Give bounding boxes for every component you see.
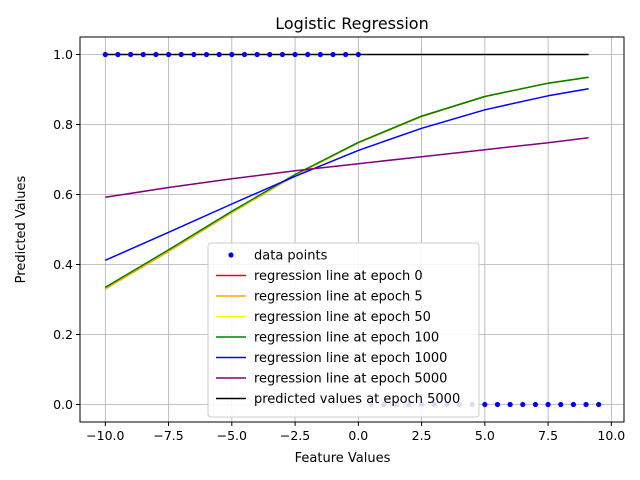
data-point <box>545 401 551 408</box>
series-line-regression-line-at-epoch-5000 <box>105 137 589 199</box>
x-tick-label: −2.5 <box>280 428 310 443</box>
data-point <box>254 51 260 58</box>
x-tick-label: 0.0 <box>348 428 368 443</box>
plot-frame <box>79 36 625 423</box>
legend-label: regression line at epoch 5000 <box>254 372 447 387</box>
data-point <box>558 401 564 408</box>
data-point <box>203 51 210 58</box>
x-tick-label: −10.0 <box>86 428 124 443</box>
data-point <box>229 51 235 58</box>
data-point <box>115 51 121 58</box>
legend-label: data points <box>254 249 328 264</box>
x-tick-label: 10.0 <box>597 428 625 443</box>
legend-label: regression line at epoch 1000 <box>254 351 447 366</box>
legend-label: predicted values at epoch 5000 <box>254 392 460 407</box>
data-point <box>583 401 589 408</box>
y-tick-label: 0.8 <box>53 117 73 132</box>
legend-marker <box>228 252 234 258</box>
data-point <box>330 51 336 58</box>
data-point <box>191 51 197 58</box>
legend: data points regression line at epoch 0 reg… <box>207 242 480 418</box>
data-point <box>153 51 159 58</box>
legend-label: regression line at epoch 100 <box>254 331 439 346</box>
data-point <box>482 401 488 408</box>
data-point <box>520 401 526 408</box>
y-tick-label: 0.4 <box>53 257 73 272</box>
data-point <box>305 51 311 58</box>
data-point <box>343 51 349 58</box>
data-point <box>279 51 286 58</box>
data-point <box>317 51 323 58</box>
x-tick-label: 7.5 <box>538 428 558 443</box>
series-line-regression-line-at-epoch-100 <box>104 76 589 288</box>
legend-label: regression line at epoch 5 <box>254 290 423 305</box>
y-tick-label: 0.2 <box>53 327 73 342</box>
legend-label: regression line at epoch 0 <box>254 269 423 284</box>
x-tick-label: 2.5 <box>412 428 432 443</box>
y-axis: 0.0 0.2 0.4 0.6 0.8 1.0 <box>53 47 80 412</box>
data-point <box>494 401 501 408</box>
data-point <box>267 51 273 58</box>
chart-title: Logistic Regression <box>275 14 428 33</box>
data-point <box>216 51 222 58</box>
x-axis-label: Feature Values <box>295 451 391 466</box>
data-point <box>355 51 361 58</box>
data-point <box>507 401 513 408</box>
series-line-regression-line-at-epoch-1000 <box>104 88 589 261</box>
x-axis: −10.0 −7.5 −5.0 −2.5 0.0 2.5 5.0 7.5 10.0 <box>86 422 625 443</box>
data-point <box>241 51 248 58</box>
x-tick-label: 5.0 <box>475 428 495 443</box>
data-point <box>570 401 576 408</box>
data-point <box>102 51 108 58</box>
y-axis-label: Predicted Values <box>14 175 29 283</box>
data-point <box>532 401 539 408</box>
data-point <box>128 51 134 58</box>
legend-label: regression line at epoch 50 <box>254 310 431 325</box>
data-point <box>178 51 184 58</box>
data-point <box>596 401 602 408</box>
y-tick-label: 1.0 <box>53 47 73 62</box>
y-tick-label: 0.0 <box>53 397 73 412</box>
data-point <box>140 51 146 58</box>
data-point <box>292 51 298 58</box>
y-tick-label: 0.6 <box>53 187 73 202</box>
data-point <box>165 51 172 58</box>
legend-box <box>207 242 480 418</box>
x-tick-label: −7.5 <box>153 428 183 443</box>
x-tick-label: −5.0 <box>217 428 247 443</box>
